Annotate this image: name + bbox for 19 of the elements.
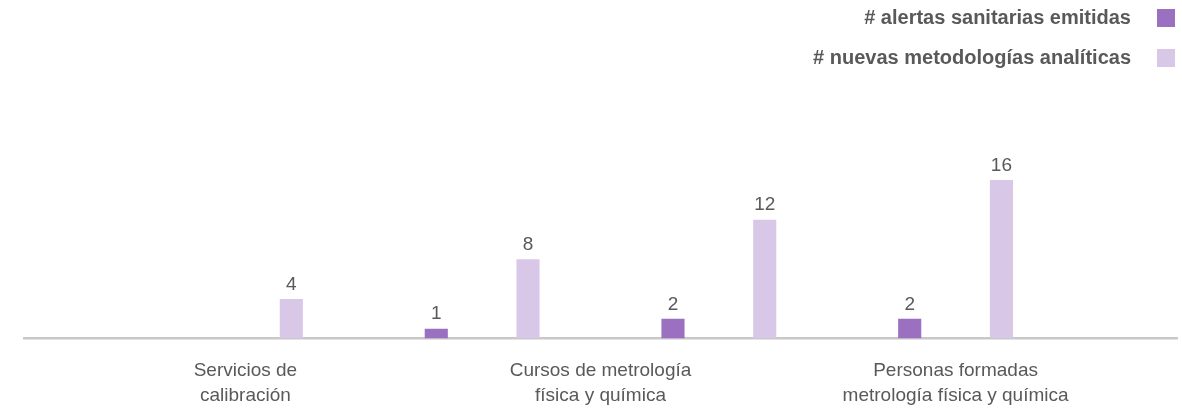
legend-label: # alertas sanitarias emitidas <box>864 5 1131 28</box>
bar <box>516 259 540 339</box>
bar <box>424 328 448 339</box>
x-tick-label: Servicios de calibración <box>193 359 298 405</box>
data-label: 12 <box>754 193 776 215</box>
data-label: 16 <box>990 153 1013 175</box>
data-label: 2 <box>904 292 915 314</box>
data-label: 8 <box>522 233 534 255</box>
bar <box>279 298 303 339</box>
data-label: 4 <box>286 272 297 294</box>
legend-label: # nuevas metodologías analíticas <box>813 45 1131 68</box>
data-label: 2 <box>667 292 679 314</box>
x-tick-label: Cursos de metrología física y química <box>509 359 692 405</box>
bar <box>989 180 1013 339</box>
data-label: 1 <box>430 302 442 324</box>
bar <box>661 318 685 339</box>
bar <box>898 318 922 339</box>
x-tick-label: Personas formadas metrología física y química <box>842 359 1069 405</box>
bar <box>753 219 777 339</box>
